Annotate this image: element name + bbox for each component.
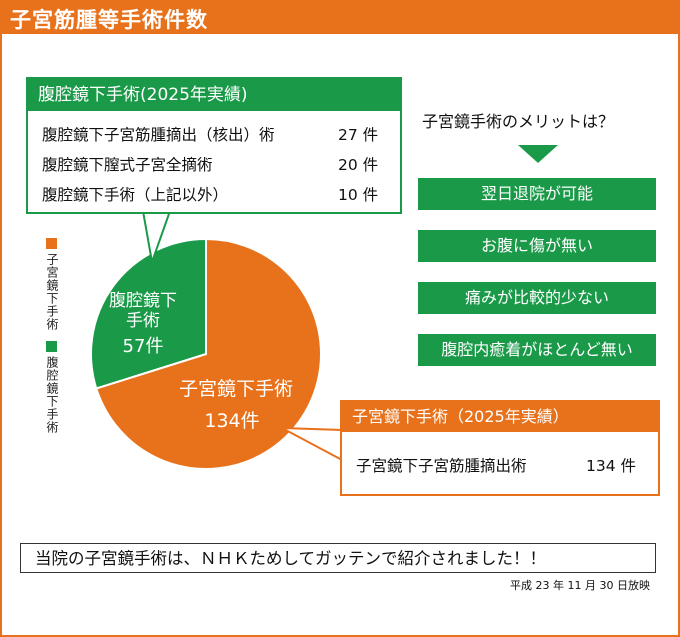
table-row: 腹腔鏡下手術（上記以外） 10 件 [42,183,378,205]
legend-item-laparoscopy: 腹腔鏡下手術 [42,341,72,434]
row-value: 20 件 [338,156,379,174]
table-row: 腹腔鏡下膣式子宮全摘術 20 件 [42,153,378,175]
slice-label-hysteroscopy-count: 134件 [204,410,259,432]
pie-slice [95,237,322,470]
merit-item: 痛みが比較的少ない [418,282,656,314]
legend-swatch-orange [46,238,57,249]
pie-slices [90,237,322,470]
slice-label-laparoscopy-name1: 腹腔鏡下 [109,291,177,311]
merits-heading: 子宮鏡手術のメリットは？ [422,112,615,131]
slice-label-laparoscopy-name2: 手術 [126,311,160,331]
table-row: 腹腔鏡下子宮筋腫摘出（核出）術 27 件 [42,123,378,145]
legend-swatch-green [46,341,57,352]
legend-label: 子宮鏡下手術 [45,253,59,331]
merit-item: お腹に傷が無い [418,230,656,262]
laparoscopy-detail-box: 腹腔鏡下手術(2025年実績) 腹腔鏡下子宮筋腫摘出（核出）術 27 件 腹腔鏡… [26,77,402,214]
row-label: 腹腔鏡下子宮筋腫摘出（核出）術 [42,126,275,144]
page-title: 子宮筋腫等手術件数 [10,8,208,32]
legend-item-hysteroscopy: 子宮鏡下手術 [42,238,72,331]
merit-item: 翌日退院が可能 [418,178,656,210]
down-arrow-icon [518,145,558,163]
hysteroscopy-detail-box: 子宮鏡下手術（2025年実績） 子宮鏡下子宮筋腫摘出術 134 件 [340,400,660,496]
legend: 子宮鏡下手術 腹腔鏡下手術 [42,238,72,434]
row-label: 腹腔鏡下膣式子宮全摘術 [42,156,213,174]
callout-pointer-orange [281,427,343,462]
header-bar: 子宮筋腫等手術件数 [0,0,680,34]
media-feature-banner: 当院の子宮鏡手術は、ＮＨＫためしてガッテンで紹介されました！！ [20,543,656,573]
slice-labels: 腹腔鏡下 手術 57件 子宮鏡下手術 134件 [109,291,293,432]
table-row: 子宮鏡下子宮筋腫摘出術 134 件 [356,454,636,476]
row-value: 10 件 [338,186,379,204]
slice-label-laparoscopy-count: 57件 [123,336,164,357]
pie-slice [90,237,207,390]
row-value: 134 件 [586,457,637,475]
row-value: 27 件 [338,126,379,144]
row-label: 子宮鏡下子宮筋腫摘出術 [356,457,527,475]
legend-label: 腹腔鏡下手術 [45,356,59,434]
row-label: 腹腔鏡下手術（上記以外） [42,186,229,204]
merit-item: 腹腔内癒着がほとんど無い [418,334,656,366]
slice-label-hysteroscopy-name: 子宮鏡下手術 [179,378,293,400]
laparoscopy-box-title: 腹腔鏡下手術(2025年実績) [28,79,400,111]
hysteroscopy-box-title: 子宮鏡下手術（2025年実績） [342,402,658,432]
broadcast-date: 平成 23 年 11 月 30 日放映 [510,579,650,592]
